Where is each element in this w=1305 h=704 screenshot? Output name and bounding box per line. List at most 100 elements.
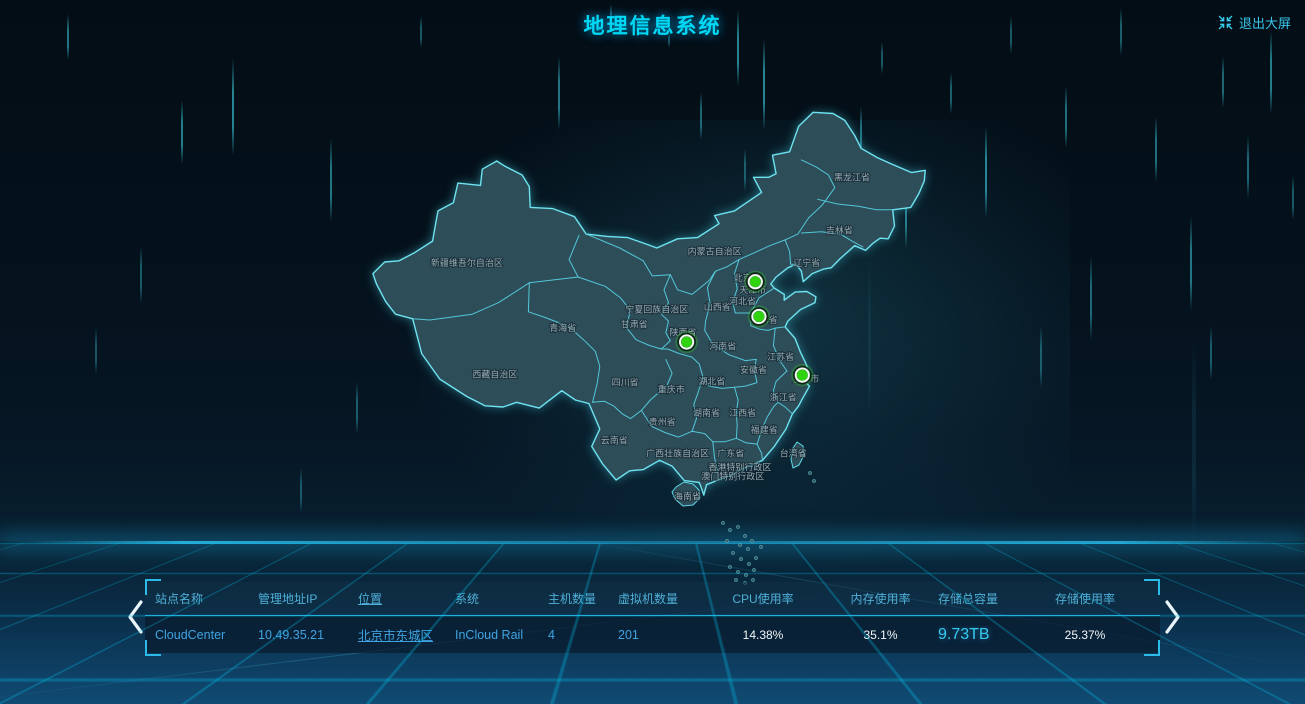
small-island-dot: [754, 556, 758, 560]
province-border: [756, 401, 779, 445]
page-title: 地理信息系统: [583, 15, 722, 38]
small-island-dot: [734, 578, 738, 582]
province-label: 新疆维吾尔自治区: [431, 257, 503, 268]
table-header-cell: 站点名称: [155, 592, 204, 606]
horizon-glow-line: [0, 541, 1305, 544]
province-border: [592, 391, 660, 420]
corner-bracket: [145, 579, 161, 595]
province-label: 辽宁省: [793, 257, 820, 268]
chevron-right-icon: [1165, 600, 1180, 634]
province-border: [651, 376, 704, 438]
province-label: 重庆市: [658, 384, 685, 395]
province-border: [659, 358, 673, 393]
table-header-cell: 存储使用率: [1054, 592, 1115, 606]
table-body: CloudCenter 10.49.35.21 北京市东城区 InCloud Rail…: [145, 616, 1160, 653]
province-label: 湖南省: [693, 407, 720, 418]
province-label: 云南省: [601, 435, 628, 446]
table-cell: 25.37%: [1064, 627, 1106, 642]
table-header-cell: 位置: [358, 592, 383, 606]
province-border: [750, 312, 786, 331]
province-label: 江西省: [729, 407, 756, 418]
province-label: 广东省: [717, 447, 744, 458]
province-label: 澳门特别行政区: [701, 471, 764, 482]
province-label: 台湾省: [780, 447, 807, 458]
province-label: 香港特别行政区: [708, 461, 771, 472]
province-label: 四川省: [612, 377, 639, 388]
small-island-dot: [731, 551, 735, 555]
province-label: 宁夏回族自治区: [625, 304, 688, 315]
table-header-cell: 主机数量: [548, 592, 597, 606]
site-marker[interactable]: [744, 270, 767, 293]
small-island-dot: [808, 471, 812, 475]
province-label: 浙江省: [770, 392, 797, 403]
table-header-row: 站点名称 管理地址IP 位置 系统 主机数量 虚拟机数量 CPU使用率 内存使用率 存储总容量 存…: [145, 582, 1160, 616]
province-label: 湖北省: [698, 375, 725, 386]
sites-table: 站点名称 管理地址IP 位置 系统 主机数量 虚拟机数量 CPU使用率 内存使用率 存储总容量 存…: [145, 579, 1160, 656]
exit-fullscreen-button[interactable]: 退出大屏: [1218, 13, 1291, 32]
province-label: 吉林省: [826, 225, 853, 236]
small-island-dot: [759, 545, 763, 549]
table-header-cell: 管理地址IP: [258, 592, 318, 606]
table-cell: 35.1%: [863, 627, 898, 642]
small-island-dot: [721, 521, 725, 525]
small-island-dot: [736, 570, 740, 574]
table-cell: 4: [548, 627, 555, 642]
province-label: 甘肃省: [621, 319, 648, 330]
table-cell: 9.73TB: [938, 625, 990, 643]
site-marker[interactable]: [791, 363, 814, 387]
site-marker[interactable]: [675, 330, 698, 354]
province-border: [577, 276, 662, 350]
china-outline: [372, 111, 926, 496]
province-border: [527, 282, 601, 403]
corner-bracket: [1144, 579, 1160, 595]
table-cell: 10.49.35.21: [258, 627, 325, 642]
corner-bracket: [145, 640, 161, 656]
province-label: 广西壮族自治区: [646, 447, 709, 458]
table-cell: 14.38%: [742, 627, 784, 642]
province-label: 河南省: [709, 341, 736, 352]
province-label: 江苏省: [767, 351, 794, 362]
province-border: [772, 370, 788, 403]
province-label: 山西省: [704, 301, 731, 312]
small-island-dot: [752, 568, 756, 572]
chevron-left-icon: [128, 600, 143, 634]
small-island-dot: [751, 578, 755, 582]
province-border: [784, 239, 797, 265]
corner-bracket: [1144, 640, 1160, 656]
table-cell: CloudCenter: [155, 627, 226, 642]
small-island-dot: [743, 534, 747, 538]
province-border: [712, 441, 719, 480]
small-island-dot: [747, 562, 751, 566]
province-border: [732, 259, 740, 314]
small-island-dot: [739, 557, 743, 561]
table-cell: InCloud Rail: [455, 627, 524, 642]
next-page-button[interactable]: [1160, 599, 1182, 635]
prev-page-button[interactable]: [126, 599, 148, 635]
province-border: [712, 343, 757, 362]
province-border: [704, 270, 716, 345]
province-label: 西藏自治区: [472, 369, 517, 380]
small-island-dot: [750, 539, 754, 543]
province-label: 内蒙古自治区: [688, 246, 742, 257]
province-border: [800, 231, 864, 248]
exit-fullscreen-label: 退出大屏: [1238, 16, 1291, 31]
province-border: [777, 401, 793, 415]
province-label: 河北省: [729, 295, 756, 306]
province-border: [772, 327, 788, 372]
small-island-dot: [728, 565, 732, 569]
province-label: 海南省: [674, 490, 701, 501]
site-marker[interactable]: [747, 305, 771, 328]
table-header-cell: 内存使用率: [850, 592, 911, 606]
province-label: 黑龙江省: [834, 171, 870, 182]
table-header-cell: 虚拟机数量: [618, 592, 679, 606]
table-cell: 201: [618, 627, 639, 642]
table-cell[interactable]: 北京市东城区: [358, 629, 434, 643]
province-label: 安徽省: [740, 364, 767, 375]
small-island-dot: [746, 547, 750, 551]
small-island-dot: [738, 543, 742, 547]
small-island-dot: [728, 528, 732, 532]
hainan-island: [671, 481, 701, 507]
table-header-cell: 存储总容量: [938, 592, 999, 606]
